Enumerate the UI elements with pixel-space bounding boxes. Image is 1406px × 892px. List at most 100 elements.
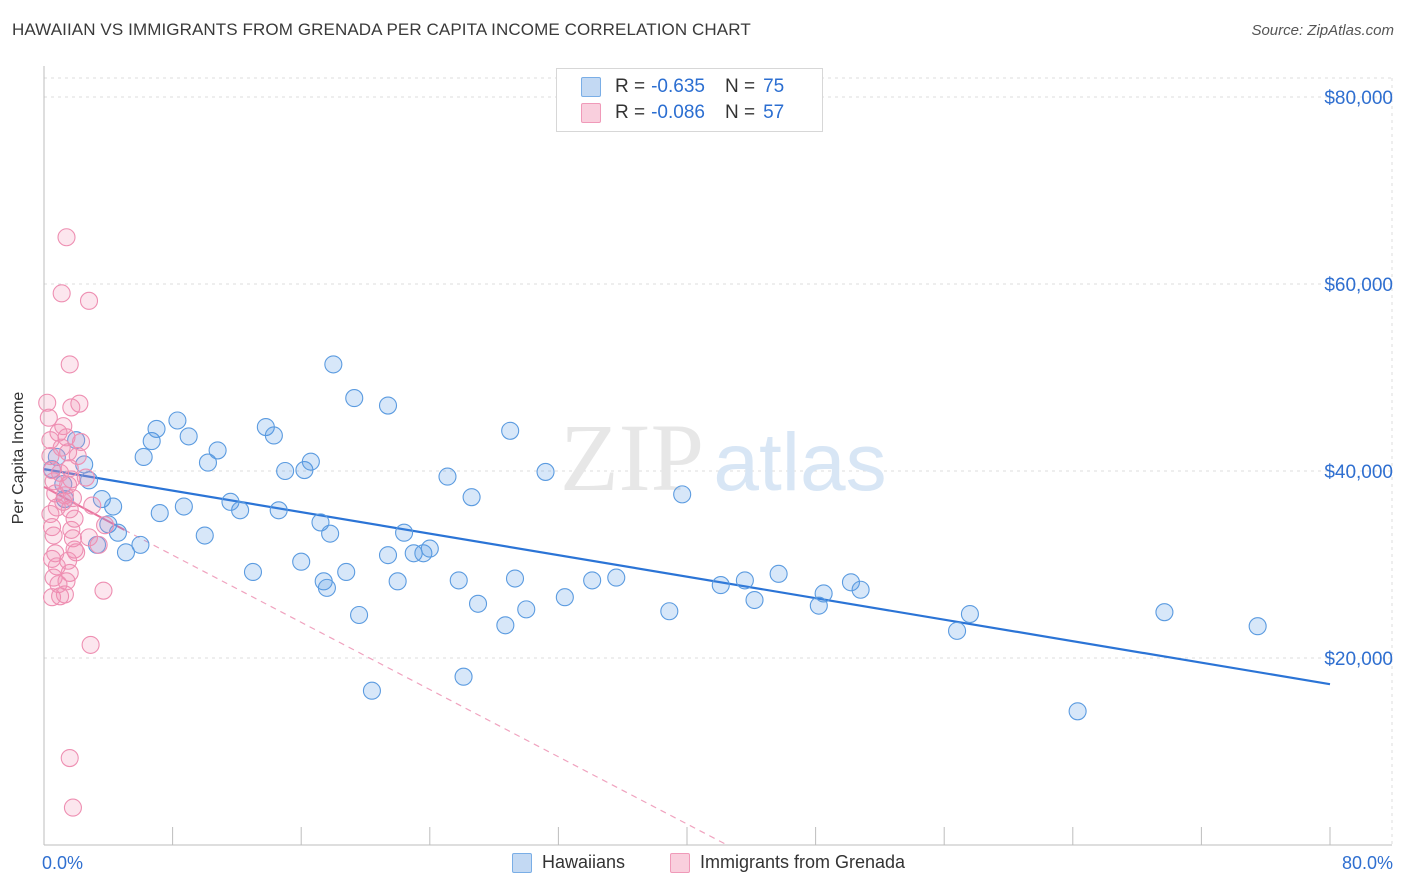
point-hawaiians [324,355,343,374]
point-hawaiians [104,497,123,516]
point-hawaiians [583,571,602,590]
point-hawaiians [264,426,283,445]
point-hawaiians [131,535,150,554]
point-hawaiians [769,564,788,583]
point-hawaiians [420,539,439,558]
x-tick-label-start: 0.0% [42,853,83,873]
legend-r-value: -0.086 [651,102,705,123]
watermark-zip: ZIP [560,404,704,511]
point-hawaiians [960,605,979,624]
point-hawaiians [660,602,679,621]
point-grenada [39,408,58,427]
point-hawaiians [195,526,214,545]
y-tick-label: $60,000 [1324,275,1393,296]
point-grenada [60,500,79,519]
point-grenada [65,540,84,559]
legend-swatch-hawaiians [581,77,601,97]
points [38,228,1267,817]
point-hawaiians [536,462,555,481]
point-grenada [68,446,87,466]
point-hawaiians [276,461,295,481]
legend-n-value: 75 [763,76,785,97]
point-grenada [62,470,81,489]
point-grenada [63,798,82,817]
point-grenada [60,355,79,374]
trend-lines [43,468,1331,846]
point-hawaiians [673,485,692,504]
point-grenada [57,572,76,591]
watermark-atlas: atlas [713,417,886,508]
trend-extension-grenada [124,529,728,846]
point-grenada [60,748,79,768]
legend-swatch-grenada [581,103,601,123]
point-grenada [54,492,73,511]
tick-labels: $20,000 $40,000 $60,000 $80,000 0.0% 80.0% [42,88,1393,873]
point-hawaiians [174,497,193,516]
point-grenada [49,423,68,442]
point-hawaiians [231,501,250,520]
legend-n-label: N = [724,102,756,123]
point-hawaiians [607,568,626,587]
point-hawaiians [168,411,187,430]
point-grenada [52,438,71,457]
point-hawaiians [1155,603,1174,622]
point-hawaiians [809,596,828,615]
point-hawaiians [388,572,407,591]
point-hawaiians [208,441,227,460]
point-hawaiians [147,419,166,438]
point-hawaiians [134,447,153,467]
point-hawaiians [735,571,754,590]
legend-n-label: N = [724,76,756,97]
point-hawaiians [337,562,356,582]
point-hawaiians [841,573,861,592]
legend-label-grenada: Immigrants from Grenada [700,852,906,872]
point-hawaiians [851,580,870,599]
point-hawaiians [1248,617,1267,636]
point-hawaiians [362,681,381,700]
point-hawaiians [745,590,764,610]
point-hawaiians [292,552,311,571]
point-hawaiians [179,427,198,446]
point-hawaiians [501,421,520,440]
point-hawaiians [142,432,161,451]
point-hawaiians [92,489,111,509]
point-grenada [79,291,99,310]
point-grenada [38,393,57,412]
legend-r-value: -0.635 [651,76,705,97]
point-hawaiians [321,524,340,543]
point-hawaiians [555,588,574,607]
legend-row-hawaiians: R = -0.635 N = 75 [581,75,784,99]
point-grenada [44,526,63,545]
point-grenada [79,528,99,547]
legend-item-grenada[interactable]: Immigrants from Grenada [670,852,905,873]
point-grenada [96,516,115,535]
point-hawaiians [948,621,967,640]
point-hawaiians [711,576,730,595]
y-tick-label: $20,000 [1324,649,1393,670]
point-grenada [52,284,71,303]
legend-swatch-hawaiians [512,852,532,873]
point-grenada [51,463,70,482]
trend-line-hawaiians [43,468,1331,686]
point-hawaiians [505,569,525,588]
point-hawaiians [243,562,263,582]
point-grenada [62,398,81,417]
point-grenada [83,496,102,515]
point-hawaiians [468,594,488,613]
legend-label-hawaiians: Hawaiians [542,852,626,872]
point-hawaiians [378,396,398,415]
point-hawaiians [198,453,218,472]
point-hawaiians [449,571,468,590]
y-tick-label: $40,000 [1324,462,1393,483]
point-grenada [65,509,84,528]
point-grenada [59,443,78,462]
watermark: ZIP atlas [560,404,887,511]
legend-item-hawaiians[interactable]: Hawaiians [512,852,625,873]
point-hawaiians [116,543,136,562]
series-legend: Hawaiians Immigrants from Grenada [0,852,1406,876]
point-grenada [55,486,74,505]
point-hawaiians [269,501,288,520]
y-axis-title: Per Capita Income [10,391,27,525]
point-grenada [41,504,60,524]
source-label: Source: ZipAtlas.com [1251,22,1394,39]
